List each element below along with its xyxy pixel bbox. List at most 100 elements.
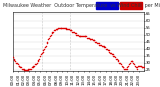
- Point: [70, 30, 73, 31]
- Point: [71, 31, 73, 33]
- Point: [85, 35, 88, 37]
- Point: [78, 35, 80, 37]
- Point: [29, 68, 31, 69]
- Point: [76, 34, 78, 35]
- Point: [31, 66, 33, 68]
- Point: [117, 61, 120, 62]
- Point: [41, 51, 44, 52]
- Point: [128, 64, 130, 65]
- Point: [115, 58, 117, 59]
- Point: [87, 37, 89, 38]
- Point: [105, 48, 107, 50]
- Point: [47, 38, 50, 40]
- Point: [124, 68, 126, 69]
- Point: [133, 64, 135, 65]
- Point: [101, 45, 104, 47]
- Point: [46, 41, 49, 42]
- Point: [72, 31, 74, 33]
- Point: [88, 38, 91, 40]
- Point: [18, 65, 21, 66]
- Point: [83, 35, 86, 37]
- Text: Milwaukee Weather  Outdoor Temperature  vs Wind Chill  per Minute  (24 Hours): Milwaukee Weather Outdoor Temperature vs…: [3, 3, 160, 8]
- Point: [36, 61, 39, 62]
- Point: [96, 42, 98, 44]
- Point: [113, 55, 116, 57]
- Point: [90, 38, 92, 40]
- Point: [101, 45, 103, 47]
- Point: [83, 35, 85, 37]
- Point: [49, 35, 51, 37]
- Point: [26, 69, 29, 71]
- Point: [122, 66, 125, 68]
- Point: [130, 61, 133, 62]
- Point: [64, 27, 67, 28]
- Point: [89, 38, 92, 40]
- Point: [51, 31, 54, 33]
- Point: [38, 58, 40, 59]
- Point: [60, 27, 63, 28]
- Point: [61, 27, 64, 28]
- Point: [129, 62, 131, 64]
- Point: [92, 40, 94, 41]
- Point: [109, 52, 112, 54]
- Point: [43, 48, 45, 50]
- Point: [19, 66, 21, 68]
- Point: [116, 58, 118, 59]
- Point: [49, 34, 52, 35]
- Point: [107, 50, 110, 51]
- Point: [33, 65, 36, 66]
- Point: [138, 65, 140, 66]
- Point: [68, 28, 70, 30]
- Point: [44, 45, 47, 47]
- Point: [116, 59, 119, 61]
- Point: [42, 50, 45, 51]
- Point: [14, 61, 16, 62]
- Point: [96, 42, 99, 44]
- Point: [22, 68, 25, 69]
- Point: [94, 41, 97, 42]
- Point: [59, 27, 62, 28]
- Point: [131, 61, 134, 62]
- Point: [57, 27, 60, 28]
- Point: [16, 64, 19, 65]
- Point: [120, 65, 123, 66]
- Point: [54, 28, 57, 30]
- Point: [54, 30, 56, 31]
- Point: [97, 42, 100, 44]
- Point: [84, 35, 87, 37]
- Point: [143, 66, 145, 68]
- Point: [98, 44, 101, 45]
- Point: [106, 50, 109, 51]
- Point: [75, 34, 78, 35]
- Point: [12, 57, 14, 58]
- Point: [136, 66, 139, 68]
- Point: [73, 33, 76, 34]
- Point: [64, 27, 66, 28]
- Point: [48, 37, 50, 38]
- Point: [16, 62, 18, 64]
- Point: [69, 30, 72, 31]
- Point: [110, 52, 112, 54]
- Point: [15, 62, 17, 64]
- Point: [35, 64, 37, 65]
- Point: [104, 47, 107, 48]
- Point: [30, 68, 32, 69]
- Point: [139, 65, 142, 66]
- Point: [36, 62, 38, 64]
- Point: [93, 40, 96, 41]
- Point: [74, 33, 77, 34]
- Point: [99, 44, 102, 45]
- Point: [86, 37, 88, 38]
- Point: [13, 59, 16, 61]
- Point: [142, 66, 144, 68]
- Point: [27, 68, 30, 69]
- Point: [55, 28, 58, 30]
- Point: [111, 54, 114, 55]
- Point: [45, 42, 48, 44]
- Point: [119, 62, 121, 64]
- Point: [126, 66, 129, 68]
- Point: [137, 65, 140, 66]
- Point: [58, 27, 60, 28]
- Point: [139, 65, 141, 66]
- Point: [92, 40, 95, 41]
